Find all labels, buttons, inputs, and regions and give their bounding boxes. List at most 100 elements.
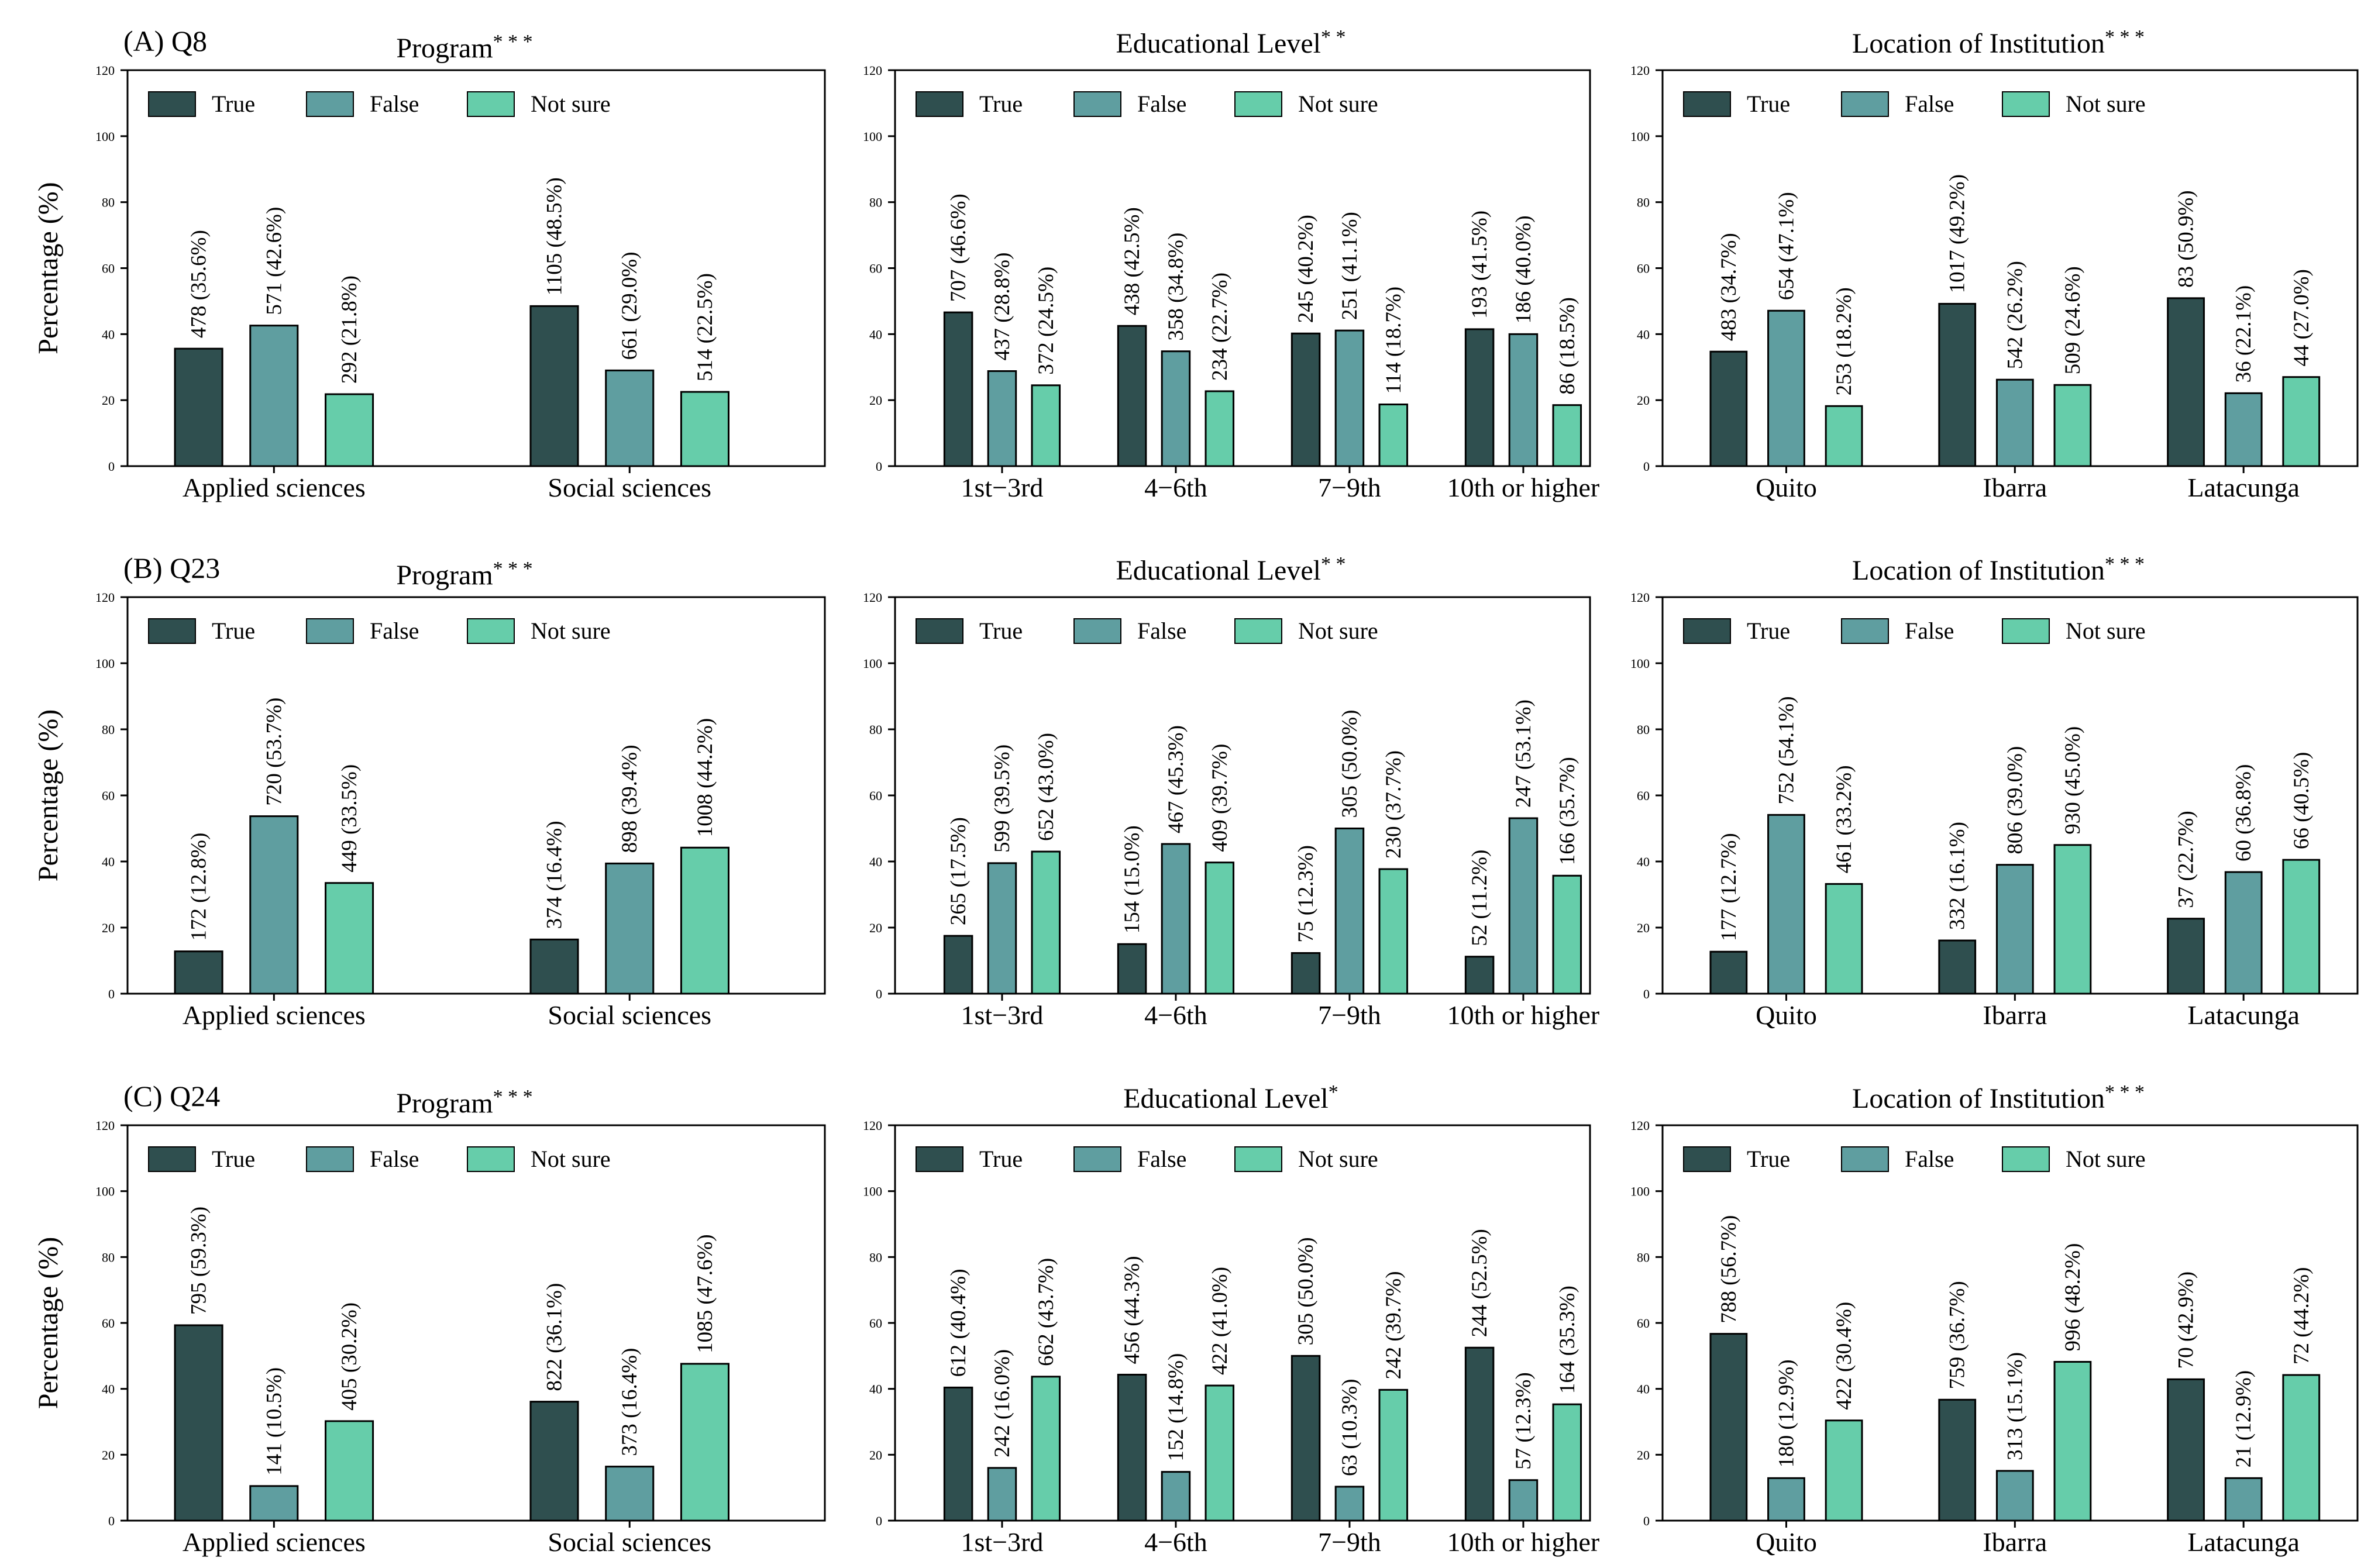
data-label: 251 (41.1%) [1338,212,1362,320]
legend-label-not-sure: Not sure [2066,1146,2146,1172]
legend-label-not-sure: Not sure [531,1146,611,1172]
bar-not-sure-ibarra [2053,384,2092,467]
data-label: 114 (18.7%) [1382,287,1406,394]
panel-title: Program* * * [396,31,532,64]
bar-true-latacunga [2167,1378,2205,1522]
y-tick-label: 0 [876,1514,882,1528]
bar-not-sure-quito [1825,1419,1863,1522]
legend-label-true: True [1747,618,1790,644]
significance-mark: * * * [2105,1081,2145,1103]
bar-not-sure-ibarra [2053,1360,2092,1522]
y-tick-label: 100 [95,1184,115,1199]
bar-true-latacunga [2167,918,2205,995]
data-label: 652 (43.0%) [1034,733,1058,841]
bar-false-7-9th [1334,329,1365,467]
data-label: 422 (41.0%) [1208,1267,1232,1375]
bar-false-ibarra [1995,378,2034,467]
panel-2-2: Educational Level* * 0 20 40 60 80 100 120 True F… [863,553,1599,1030]
legend-swatch-true [1683,1146,1731,1172]
x-tick-label: Social sciences [548,1527,711,1557]
data-label: 707 (46.6%) [947,194,971,302]
y-tick-label: 120 [1630,590,1650,605]
y-tick-label: 0 [876,987,882,1001]
bar-not-sure-quito [1825,883,1863,995]
y-tick-label: 60 [869,261,882,276]
panel-title-text: Educational Level [1116,28,1321,59]
data-label: 422 (30.4%) [1832,1302,1856,1410]
bar-not-sure-10th-or-higher [1552,874,1582,995]
data-label: 612 (40.4%) [947,1269,971,1377]
bar-true-1st-3rd [943,1386,973,1522]
y-tick-label: 60 [102,1316,115,1331]
legend-label-false: False [1137,91,1186,117]
bar-not-sure-social-sciences [680,391,730,467]
y-tick-label: 120 [863,63,882,78]
bar-not-sure-social-sciences [680,1363,730,1522]
data-label: 795 (59.3%) [187,1207,211,1315]
bar-false-quito [1767,1477,1805,1522]
legend-swatch-not-sure [1234,618,1282,644]
bar-true-1st-3rd [943,935,973,995]
data-label: 437 (28.8%) [990,253,1014,361]
y-tick-label: 120 [863,1118,882,1133]
panel-title-text: Educational Level [1123,1083,1329,1114]
bar-not-sure-7-9th [1378,404,1409,467]
panel-1-1: (A) Q8 Program* * * 0 20 40 60 80 100 120 Percent… [33,25,826,502]
panel-3-3: Location of Institution* * * 0 20 40 60 80 100… [1630,1081,2359,1557]
data-label: 571 (42.6%) [262,207,286,315]
data-label: 305 (50.0%) [1338,710,1362,818]
bar-false-social-sciences [605,1466,655,1522]
y-tick-label: 120 [95,590,115,605]
panel-title: Educational Level* [1123,1081,1338,1114]
legend-swatch-false [306,1146,354,1172]
y-tick-label: 40 [869,854,882,869]
data-label: 66 (40.5%) [2290,752,2314,849]
bar-false-1st-3rd [987,862,1017,995]
bar-not-sure-1st-3rd [1031,384,1061,467]
legend-swatch-not-sure [467,91,515,117]
y-tick-label: 20 [1637,1448,1650,1462]
bar-false-7-9th [1334,1486,1365,1522]
data-label: 662 (43.7%) [1034,1258,1058,1366]
bar-false-latacunga [2224,871,2263,995]
panel-title-text: Location of Institution [1852,28,2105,59]
x-tick-label: 10th or higher [1447,473,1600,502]
y-tick-label: 0 [1643,987,1650,1001]
data-label: 898 (39.4%) [618,745,642,853]
panel-title-text: Location of Institution [1852,555,2105,586]
x-tick-label: Quito [1756,1000,1817,1030]
bar-true-quito [1709,1333,1748,1522]
bar-false-10th-or-higher [1508,1479,1539,1522]
legend-swatch-true [148,618,196,644]
bar-not-sure-applied-sciences [325,1420,374,1522]
bar-true-10th-or-higher [1464,956,1495,995]
legend-swatch-true [1683,618,1731,644]
data-label: 242 (39.7%) [1382,1271,1406,1379]
bar-true-7-9th [1290,952,1321,995]
panel-title: Program* * * [396,558,532,591]
significance-mark: * * * [2105,553,2145,575]
data-label: 166 (35.7%) [1555,757,1579,865]
legend-label-true: True [979,91,1023,117]
data-label: 509 (24.6%) [2061,266,2085,374]
bar-not-sure-10th-or-higher [1552,1403,1582,1522]
bar-true-applied-sciences [174,1324,223,1522]
data-label: 483 (34.7%) [1717,233,1741,341]
bar-not-sure-latacunga [2282,859,2321,995]
y-axis-label: Percentage (%) [33,1237,64,1410]
x-tick-label: 4−6th [1144,473,1207,502]
y-tick-label: 80 [869,195,882,210]
legend-label-false: False [1137,1146,1186,1172]
y-tick-label: 100 [863,1184,882,1199]
data-label: 44 (27.0%) [2290,269,2314,366]
x-tick-label: 10th or higher [1447,1000,1600,1030]
data-label: 253 (18.2%) [1832,287,1856,395]
panel-1-2: Educational Level* * 0 20 40 60 80 100 120 True F… [863,26,1599,502]
legend-swatch-true [916,618,963,644]
y-tick-label: 0 [1643,1514,1650,1528]
y-tick-label: 80 [1637,195,1650,210]
panel-title-text: Program [396,1088,493,1119]
bar-not-sure-applied-sciences [325,882,374,995]
x-tick-label: Quito [1756,473,1817,502]
significance-mark: * [1329,1081,1338,1103]
